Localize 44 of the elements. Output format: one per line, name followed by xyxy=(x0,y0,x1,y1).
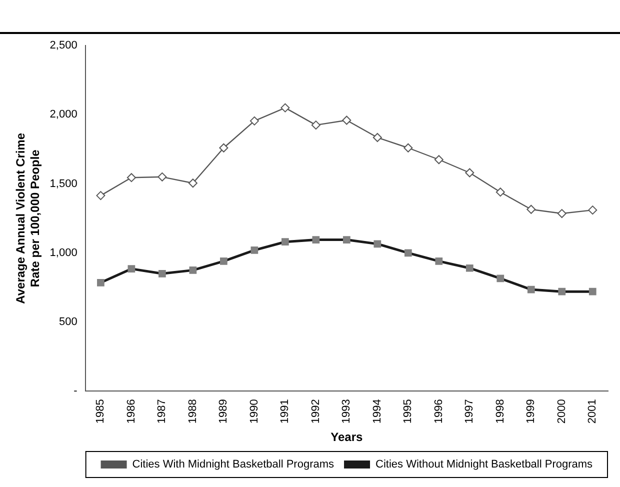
x-tick-label: 1994 xyxy=(371,399,384,424)
x-tick-label: 1996 xyxy=(432,399,445,424)
x-tick-label: 1991 xyxy=(279,399,292,424)
point xyxy=(280,103,290,112)
y-tick-label: 2,500 xyxy=(50,40,78,52)
y-tick-label: 500 xyxy=(58,316,78,328)
x-tick-label: 1999 xyxy=(525,399,538,424)
x-tick-label: 1986 xyxy=(125,399,138,424)
point xyxy=(496,188,505,197)
point xyxy=(588,206,598,215)
x-tick-label: 1988 xyxy=(186,399,199,424)
x-tick-label: 1992 xyxy=(310,399,322,424)
x-tick-label: 1995 xyxy=(402,399,414,424)
point xyxy=(311,120,320,130)
x-tick-label: 1990 xyxy=(248,399,260,424)
point xyxy=(158,172,167,182)
point xyxy=(557,209,566,218)
x-tick-label: 1998 xyxy=(494,399,506,424)
y-tick-label: 1,500 xyxy=(50,178,78,190)
x-tick-label: 2001 xyxy=(586,399,599,424)
point xyxy=(434,155,444,164)
y-tick-label: 1,000 xyxy=(50,246,78,259)
x-tick-label: 2000 xyxy=(556,399,568,424)
y-axis-title: Average Annual Violent Crime Rate per 100,000 People xyxy=(14,132,42,304)
point xyxy=(526,204,536,214)
point xyxy=(219,143,228,152)
point xyxy=(250,116,259,126)
x-tick-label: 1993 xyxy=(340,399,353,424)
point xyxy=(372,133,382,142)
point xyxy=(342,116,352,125)
x-tick-label: 1987 xyxy=(156,399,168,424)
x-tick-label: 1985 xyxy=(94,399,107,424)
x-tick-label: 1989 xyxy=(218,399,230,424)
point xyxy=(96,191,106,200)
point xyxy=(404,143,413,152)
x-axis-title: Years xyxy=(330,430,363,444)
y-tick-label: 2,000 xyxy=(50,108,78,121)
legend-label: Cities With Midnight Basketball Programs xyxy=(132,458,335,471)
y-tick-label: - xyxy=(74,385,78,398)
legend-label: Cities Without Midnight Basketball Programs xyxy=(376,458,594,471)
x-tick-label: 1997 xyxy=(464,399,476,424)
point xyxy=(188,178,198,188)
point xyxy=(126,173,136,182)
point xyxy=(465,168,474,178)
